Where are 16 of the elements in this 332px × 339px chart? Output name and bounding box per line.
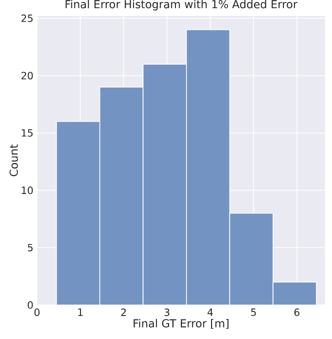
y-tick-label: 5 [28, 244, 33, 252]
x-tick-label: 6 [294, 308, 300, 316]
x-tick-label: 1 [78, 308, 83, 316]
y-tick-label: 15 [22, 129, 33, 137]
x-tick-label: 5 [251, 308, 256, 316]
x-axis-title: Final GT Error [m] [134, 318, 228, 329]
y-tick-label: 10 [22, 186, 33, 194]
x-tick-label: 3 [164, 308, 170, 316]
y-axis-title: Count [10, 144, 18, 176]
y-tick-label: 20 [21, 72, 33, 80]
x-tick-label: 2 [121, 308, 126, 316]
chart-title: Final Error Histogram with 1% Added Error [66, 0, 298, 10]
x-tick-label: 0 [34, 308, 40, 316]
y-tick-label: 0 [28, 301, 33, 309]
x-tick-label: 4 [208, 308, 213, 316]
y-tick-label: 25 [21, 14, 33, 22]
